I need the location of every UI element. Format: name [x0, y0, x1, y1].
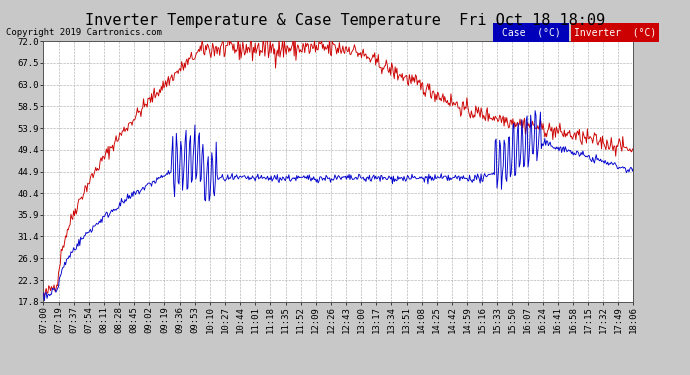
- Text: Inverter  (°C): Inverter (°C): [573, 27, 656, 37]
- Text: Case  (°C): Case (°C): [502, 27, 561, 37]
- Text: Copyright 2019 Cartronics.com: Copyright 2019 Cartronics.com: [6, 28, 161, 37]
- Text: Inverter Temperature & Case Temperature  Fri Oct 18 18:09: Inverter Temperature & Case Temperature …: [85, 13, 605, 28]
